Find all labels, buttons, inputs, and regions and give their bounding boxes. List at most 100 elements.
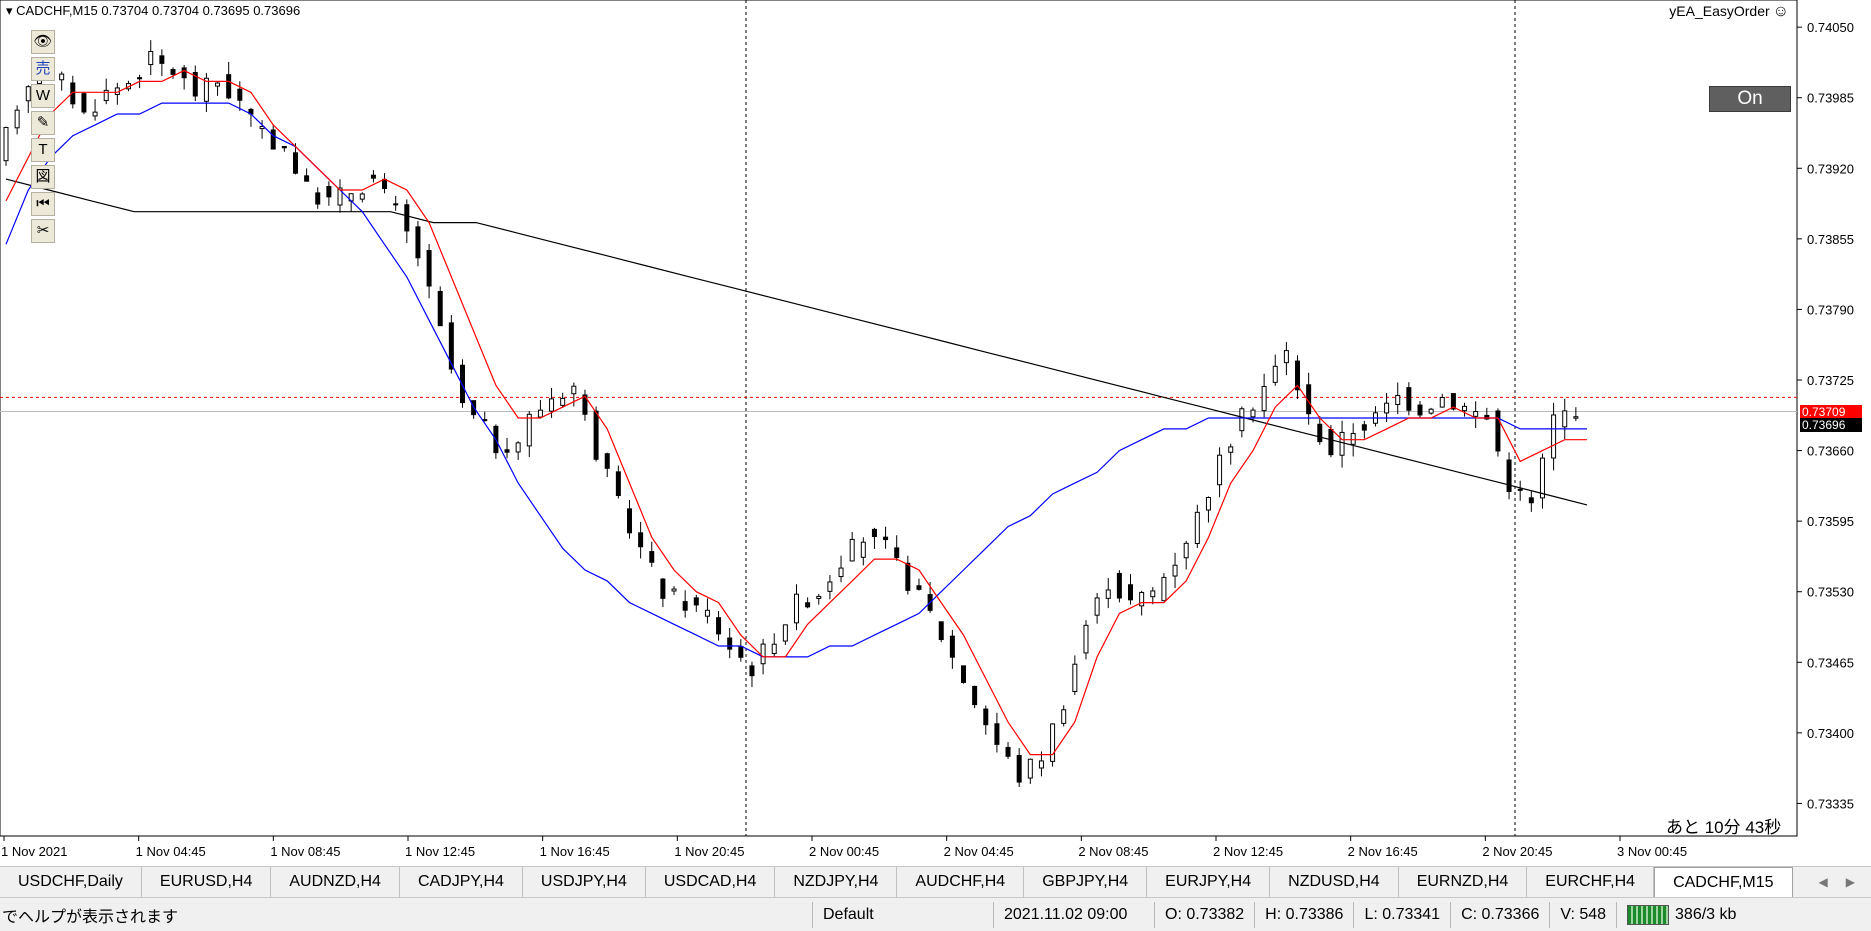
tab-cadjpy-h4[interactable]: CADJPY,H4 [400,867,523,897]
status-low: L: 0.73341 [1353,901,1450,928]
chart-menu-arrow-icon[interactable]: ▾ [6,3,13,18]
candle-body [1172,564,1178,577]
tab-eurusd-h4[interactable]: EURUSD,H4 [142,867,272,897]
text-icon[interactable]: T [31,138,55,162]
candle-body [1239,408,1245,432]
scissors-icon[interactable]: ✂ [31,219,55,243]
candle-body [237,88,243,101]
ea-on-button[interactable]: On [1709,86,1791,112]
tab-scroll-left-icon[interactable]: ◀ [1818,875,1828,889]
status-profile[interactable]: Default [812,901,993,928]
candle-body [426,250,432,287]
tab-eurjpy-h4[interactable]: EURJPY,H4 [1147,867,1271,897]
candle-body [1150,590,1156,598]
x-tick-label: 2 Nov 08:45 [1078,844,1148,859]
candle-body [215,82,221,87]
candle-body [292,152,298,174]
candle-body [1295,360,1301,391]
candle-body [1250,409,1256,418]
candle-body [1439,396,1445,408]
smiley-icon: ☺ [1772,3,1789,20]
candle-body [1261,386,1267,412]
candle-body [281,145,287,149]
tab-audchf-h4[interactable]: AUDCHF,H4 [897,867,1025,897]
candle-body [883,536,889,541]
candle-body [1105,589,1111,599]
candle-body [693,597,699,606]
candle-body [794,593,799,624]
tab-usdcad-h4[interactable]: USDCAD,H4 [646,867,776,897]
candle-body [716,617,722,635]
ma-slow-line [5,178,1588,506]
x-tick-label: 2 Nov 16:45 [1348,844,1418,859]
candle-body [961,665,967,683]
candle-body [549,398,555,412]
candle-body [226,74,232,99]
candle-body [916,585,922,590]
candle-body [1428,408,1434,414]
candle-body [1283,350,1289,364]
tab-scroll-right-icon[interactable]: ▶ [1845,875,1855,889]
candle-body [1272,365,1278,383]
candle-body [92,111,98,117]
candle-body [738,645,744,658]
y-tick-label: 0.73725 [1807,373,1854,388]
candle-body [604,453,610,469]
candle-body [1228,446,1234,453]
figure-icon[interactable]: 図 [31,165,55,189]
candle-body [1205,496,1211,511]
candle-body [1417,404,1423,416]
candle-body [871,528,877,538]
candle-body [1194,511,1200,544]
price-chart[interactable]: 0.74050 0.73985 0.73920 0.73855 0.73790 0.737… [0,0,1871,866]
status-traffic-text: 386/3 kb [1675,905,1737,923]
tab-nzdusd-h4[interactable]: NZDUSD,H4 [1270,867,1399,897]
y-tick-label: 0.73335 [1807,796,1854,811]
candle-body [415,226,421,259]
candle-body [437,290,443,327]
chart-area[interactable]: 0.74050 0.73985 0.73920 0.73855 0.73790 0.737… [0,0,1871,866]
sell-icon[interactable]: 売 [31,57,55,81]
tab-eurchf-h4[interactable]: EURCHF,H4 [1527,867,1655,897]
tab-nzdjpy-h4[interactable]: NZDJPY,H4 [775,867,898,897]
pencil-icon[interactable]: ✎ [31,111,55,135]
candle-body [749,665,755,677]
candle-body [159,55,165,64]
tab-cadchf-m15[interactable]: CADCHF,M15 [1654,867,1793,897]
candle-body [805,602,811,608]
candle-body [727,637,733,650]
expert-advisor-label: yEA_EasyOrder ☺ [1669,3,1789,21]
tab-audnzd-h4[interactable]: AUDNZD,H4 [271,867,400,897]
ask-price-tag: 0.73696 [1800,418,1862,432]
candle-body [459,364,465,404]
candle-body [448,322,454,370]
candle-body [25,86,31,102]
tab-usdjpy-h4[interactable]: USDJPY,H4 [523,867,646,897]
candle-body [1161,576,1167,602]
candle-body [1395,394,1401,405]
candle-body [1038,760,1044,769]
candle-body [359,193,365,200]
candle-body [1551,414,1557,459]
rewind-icon[interactable]: ⏮ [31,192,55,216]
candle-body [571,385,577,395]
x-tick-label: 2 Nov 20:45 [1482,844,1552,859]
w-icon[interactable]: W [31,84,55,108]
x-tick-label: 1 Nov 12:45 [405,844,475,859]
x-tick-label: 1 Nov 08:45 [270,844,340,859]
candle-body [304,175,310,182]
connection-bars-icon [1627,904,1670,925]
tab-gbpjpy-h4[interactable]: GBPJPY,H4 [1024,867,1148,897]
candle-body [905,562,911,591]
candle-body [560,397,566,406]
y-tick-label: 0.73595 [1807,514,1854,529]
candle-body [626,508,632,534]
candle-body [760,643,766,665]
tab-eurnzd-h4[interactable]: EURNZD,H4 [1399,867,1528,897]
tab-usdchf-daily[interactable]: USDCHF,Daily [0,867,142,897]
candle-body [1539,457,1545,499]
status-datetime: 2021.11.02 09:00 [993,901,1154,928]
eye-icon[interactable]: 👁 [31,30,55,54]
candle-body [593,410,599,460]
candle-body [849,538,855,562]
